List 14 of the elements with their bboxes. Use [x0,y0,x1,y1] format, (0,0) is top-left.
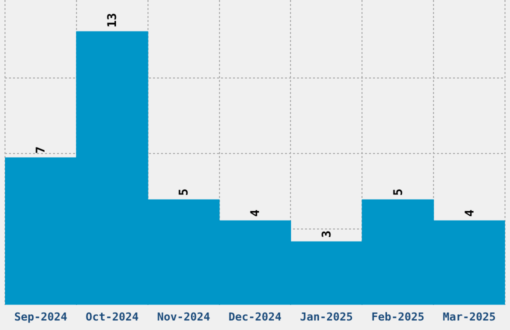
x-tick-label: Dec-2024 [228,310,282,324]
data-label: 5 [176,188,191,196]
data-label: 4 [248,209,262,217]
x-tick-label: Feb-2025 [371,310,424,324]
data-label: 5 [390,188,405,196]
data-label: 3 [319,230,334,238]
x-tick-label: Mar-2025 [442,310,496,324]
x-tick-label: Nov-2024 [157,310,210,324]
x-tick-label: Jan-2025 [300,310,353,324]
data-label: 7 [34,146,48,154]
x-tick-label: Sep-2024 [14,310,68,324]
x-tick-label: Oct-2024 [86,310,140,324]
data-label: 13 [105,13,120,28]
data-label: 4 [462,209,476,217]
